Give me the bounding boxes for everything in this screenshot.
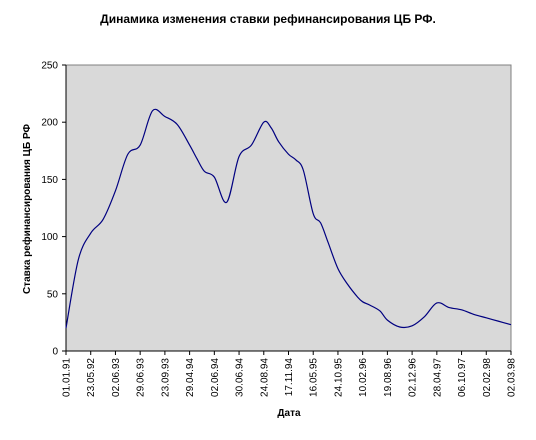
x-tick-label: 23.05.92 bbox=[86, 358, 97, 397]
x-tick-label: 10.02.96 bbox=[358, 358, 369, 397]
x-tick-label: 24.10.95 bbox=[333, 358, 344, 397]
x-tick-label: 28.04.97 bbox=[432, 358, 443, 397]
x-tick-label: 06.10.97 bbox=[457, 358, 468, 397]
chart-title: Динамика изменения ставки рефинансирован… bbox=[100, 12, 436, 26]
x-tick-label: 02.06.94 bbox=[210, 358, 221, 397]
y-tick-label: 250 bbox=[41, 61, 58, 72]
x-tick-label: 02.03.98 bbox=[507, 358, 518, 397]
x-tick-label: 24.08.94 bbox=[259, 358, 270, 397]
y-tick-label: 100 bbox=[41, 232, 58, 243]
rate-series-line bbox=[65, 108, 512, 329]
x-tick-label: 29.06.93 bbox=[136, 358, 147, 397]
y-axis-title: Ставка рефинансирования ЦБ РФ bbox=[21, 124, 33, 294]
x-axis-title: Дата bbox=[277, 408, 301, 419]
x-tick-label: 01.01.91 bbox=[62, 358, 73, 397]
x-tick-label: 17.11.94 bbox=[284, 358, 295, 397]
x-tick-label: 30.06.94 bbox=[235, 358, 246, 397]
x-tick-label: 29.04.94 bbox=[185, 358, 196, 397]
x-tick-label: 02.06.93 bbox=[111, 358, 122, 397]
x-tick-label: 23.09.93 bbox=[160, 358, 171, 397]
y-tick-label: 50 bbox=[47, 289, 59, 300]
x-tick-label: 19.08.96 bbox=[383, 358, 394, 397]
x-tick-label: 02.12.96 bbox=[408, 358, 419, 397]
x-tick-label: 16.05.95 bbox=[309, 358, 320, 397]
y-tick-label: 150 bbox=[41, 175, 58, 186]
y-tick-label: 0 bbox=[52, 347, 58, 358]
plot-area bbox=[65, 64, 512, 352]
y-tick-label: 200 bbox=[41, 118, 58, 129]
x-tick-label: 02.02.98 bbox=[482, 358, 493, 397]
